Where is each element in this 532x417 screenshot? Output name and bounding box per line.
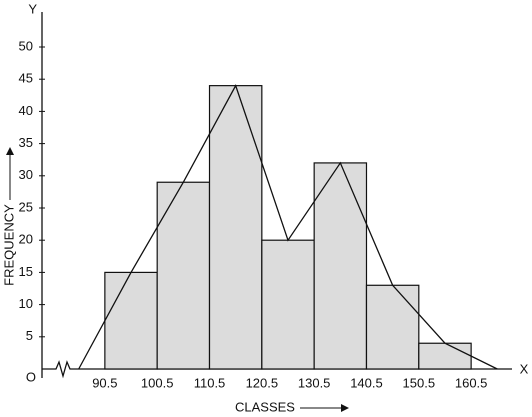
y-tick-label: 50 [19,38,33,53]
y-tick-label: 5 [26,328,33,343]
x-tick-label: 130.5 [298,375,331,390]
x-axis-name: X [520,361,529,376]
bar [418,342,472,370]
bar [104,271,158,370]
x-tick-label: 100.5 [141,375,174,390]
x-tick-label: 160.5 [455,375,488,390]
y-tick-label: 30 [19,167,33,182]
frequency-polygon [78,84,498,370]
x-tick-label: 90.5 [92,375,117,390]
y-tick-label: 10 [19,296,33,311]
y-tick-label: 40 [19,103,33,118]
bar [313,162,368,370]
y-tick-label: 25 [19,199,33,214]
bar [208,85,263,370]
y-tick-label: 20 [19,232,33,247]
y-axis-label: FREQUENCY [1,204,16,286]
y-tick-label: 15 [19,264,33,279]
x-tick-label: 110.5 [194,375,226,390]
bar [156,181,211,370]
y-tick-label: 45 [19,71,33,86]
x-axis [42,360,512,379]
y-axis-name: Y [28,1,37,16]
x-tick-label: 120.5 [246,375,279,390]
x-axis-label: CLASSES [235,399,295,414]
x-tick-label: 140.5 [350,375,383,390]
bar [365,284,420,370]
bar [261,239,315,370]
origin-label: O [26,369,36,384]
x-tick-label: 150.5 [403,375,436,390]
y-tick-label: 35 [19,135,33,150]
